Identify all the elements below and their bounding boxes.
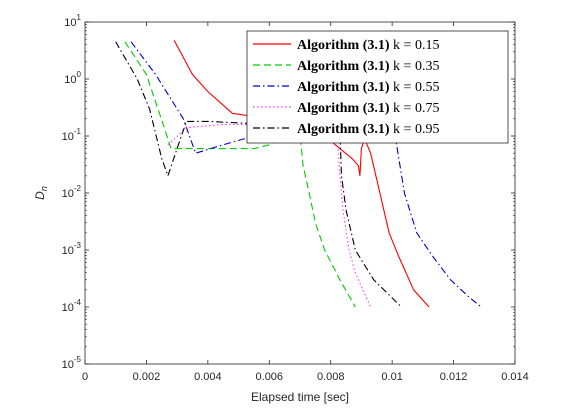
y-tick-label-base: 10 bbox=[62, 131, 74, 143]
x-tick-label: 0 bbox=[82, 371, 88, 383]
legend-label-bold: Algorithm (3.1) bbox=[297, 122, 390, 137]
y-tick-label-base: 10 bbox=[62, 302, 74, 314]
legend-label-1: Algorithm (3.1) k = 0.15 bbox=[297, 38, 439, 53]
series-line-1 bbox=[173, 39, 430, 308]
legend-label-bold: Algorithm (3.1) bbox=[297, 80, 390, 95]
y-tick-label-exponent: 1 bbox=[77, 13, 82, 22]
y-tick-label-base: 10 bbox=[62, 359, 74, 371]
x-tick-label: 0.004 bbox=[194, 371, 222, 383]
y-tick-label: 10-3 bbox=[62, 241, 82, 257]
y-tick-label: 10-4 bbox=[62, 298, 82, 314]
y-axis-label: Dn bbox=[33, 186, 49, 200]
y-tick-label: 10-2 bbox=[62, 184, 82, 200]
legend-label-value: k = 0.95 bbox=[390, 122, 440, 137]
legend-label-bold: Algorithm (3.1) bbox=[297, 59, 390, 74]
y-tick-label: 10-5 bbox=[62, 355, 82, 371]
y-tick-label: 100 bbox=[64, 70, 81, 86]
legend-label-value: k = 0.55 bbox=[390, 80, 440, 95]
y-tick-label: 10-1 bbox=[62, 127, 82, 143]
y-tick-label-base: 10 bbox=[62, 188, 74, 200]
series-line-3 bbox=[130, 41, 482, 308]
y-tick-label-base: 10 bbox=[64, 74, 76, 86]
legend-label-bold: Algorithm (3.1) bbox=[297, 101, 390, 116]
y-tick-label-base: 10 bbox=[62, 245, 74, 257]
x-tick-label: 0.012 bbox=[440, 371, 468, 383]
x-axis-ticks: 0 0.002 0.004 0.006 0.008 0.01 0.012 0.014 bbox=[82, 22, 529, 383]
y-tick-label-base: 10 bbox=[64, 17, 76, 29]
x-tick-label: 0.014 bbox=[501, 371, 529, 383]
y-tick-label: 101 bbox=[64, 13, 81, 29]
series-line-5 bbox=[115, 41, 402, 308]
y-tick-label-exponent: -2 bbox=[74, 184, 82, 193]
y-tick-label-exponent: -4 bbox=[74, 298, 82, 307]
legend-label-3: Algorithm (3.1) k = 0.55 bbox=[297, 80, 439, 95]
y-tick-label-exponent: -5 bbox=[74, 355, 82, 364]
y-tick-label-exponent: -3 bbox=[74, 241, 82, 250]
legend-label-value: k = 0.15 bbox=[390, 38, 440, 53]
x-axis-label: Elapsed time [sec] bbox=[251, 390, 349, 404]
x-tick-label: 0.002 bbox=[133, 371, 161, 383]
y-axis-label-main: D bbox=[33, 191, 47, 200]
x-tick-label: 0.008 bbox=[317, 371, 345, 383]
y-axis-label-subscript: n bbox=[39, 186, 49, 191]
legend-label-bold: Algorithm (3.1) bbox=[297, 38, 390, 53]
legend-label-5: Algorithm (3.1) k = 0.95 bbox=[297, 122, 439, 137]
legend-box bbox=[246, 30, 509, 144]
y-tick-label-exponent: -1 bbox=[74, 127, 82, 136]
x-tick-label: 0.01 bbox=[381, 371, 402, 383]
legend-label-value: k = 0.75 bbox=[390, 101, 440, 116]
legend-label-2: Algorithm (3.1) k = 0.35 bbox=[297, 59, 439, 74]
y-tick-label-exponent: 0 bbox=[77, 70, 82, 79]
legend-label-value: k = 0.35 bbox=[390, 59, 440, 74]
x-tick-label: 0.006 bbox=[256, 371, 284, 383]
legend-label-4: Algorithm (3.1) k = 0.75 bbox=[297, 101, 439, 116]
